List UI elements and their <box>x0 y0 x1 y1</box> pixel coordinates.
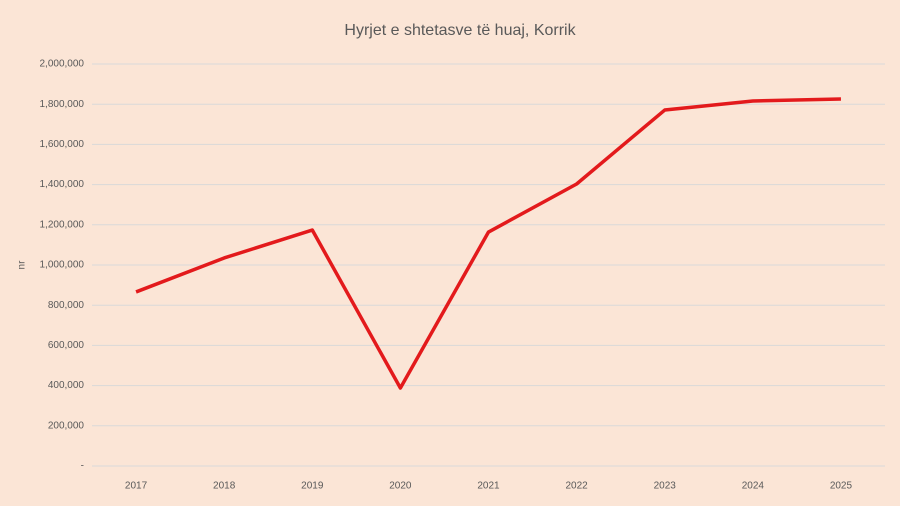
chart-title: Hyrjet e shtetasve të huaj, Korrik <box>344 22 576 39</box>
x-tick-label: 2022 <box>565 481 588 492</box>
y-axis-label: nr <box>17 260 28 270</box>
y-tick-label: 600,000 <box>48 340 85 351</box>
y-tick-label: 400,000 <box>48 380 85 391</box>
y-tick-label: 1,600,000 <box>40 139 85 150</box>
x-tick-label: 2025 <box>830 481 853 492</box>
y-tick-label: 2,000,000 <box>40 59 85 70</box>
y-tick-label: 1,200,000 <box>40 219 85 230</box>
x-tick-label: 2021 <box>477 481 500 492</box>
x-tick-label: 2024 <box>742 481 765 492</box>
series-line <box>135 97 841 390</box>
y-tick-label: 1,000,000 <box>40 260 85 271</box>
x-tick-label: 2019 <box>301 481 324 492</box>
x-tick-label: 2023 <box>654 481 677 492</box>
y-tick-label: 1,800,000 <box>40 99 85 110</box>
x-tick-label: 2020 <box>389 481 412 492</box>
x-tick-label: 2018 <box>213 481 236 492</box>
y-tick-label: 800,000 <box>48 300 85 311</box>
y-tick-label: - <box>81 461 84 472</box>
y-tick-label: 200,000 <box>48 420 85 431</box>
y-tick-label: 1,400,000 <box>40 179 85 190</box>
x-tick-label: 2017 <box>125 481 148 492</box>
